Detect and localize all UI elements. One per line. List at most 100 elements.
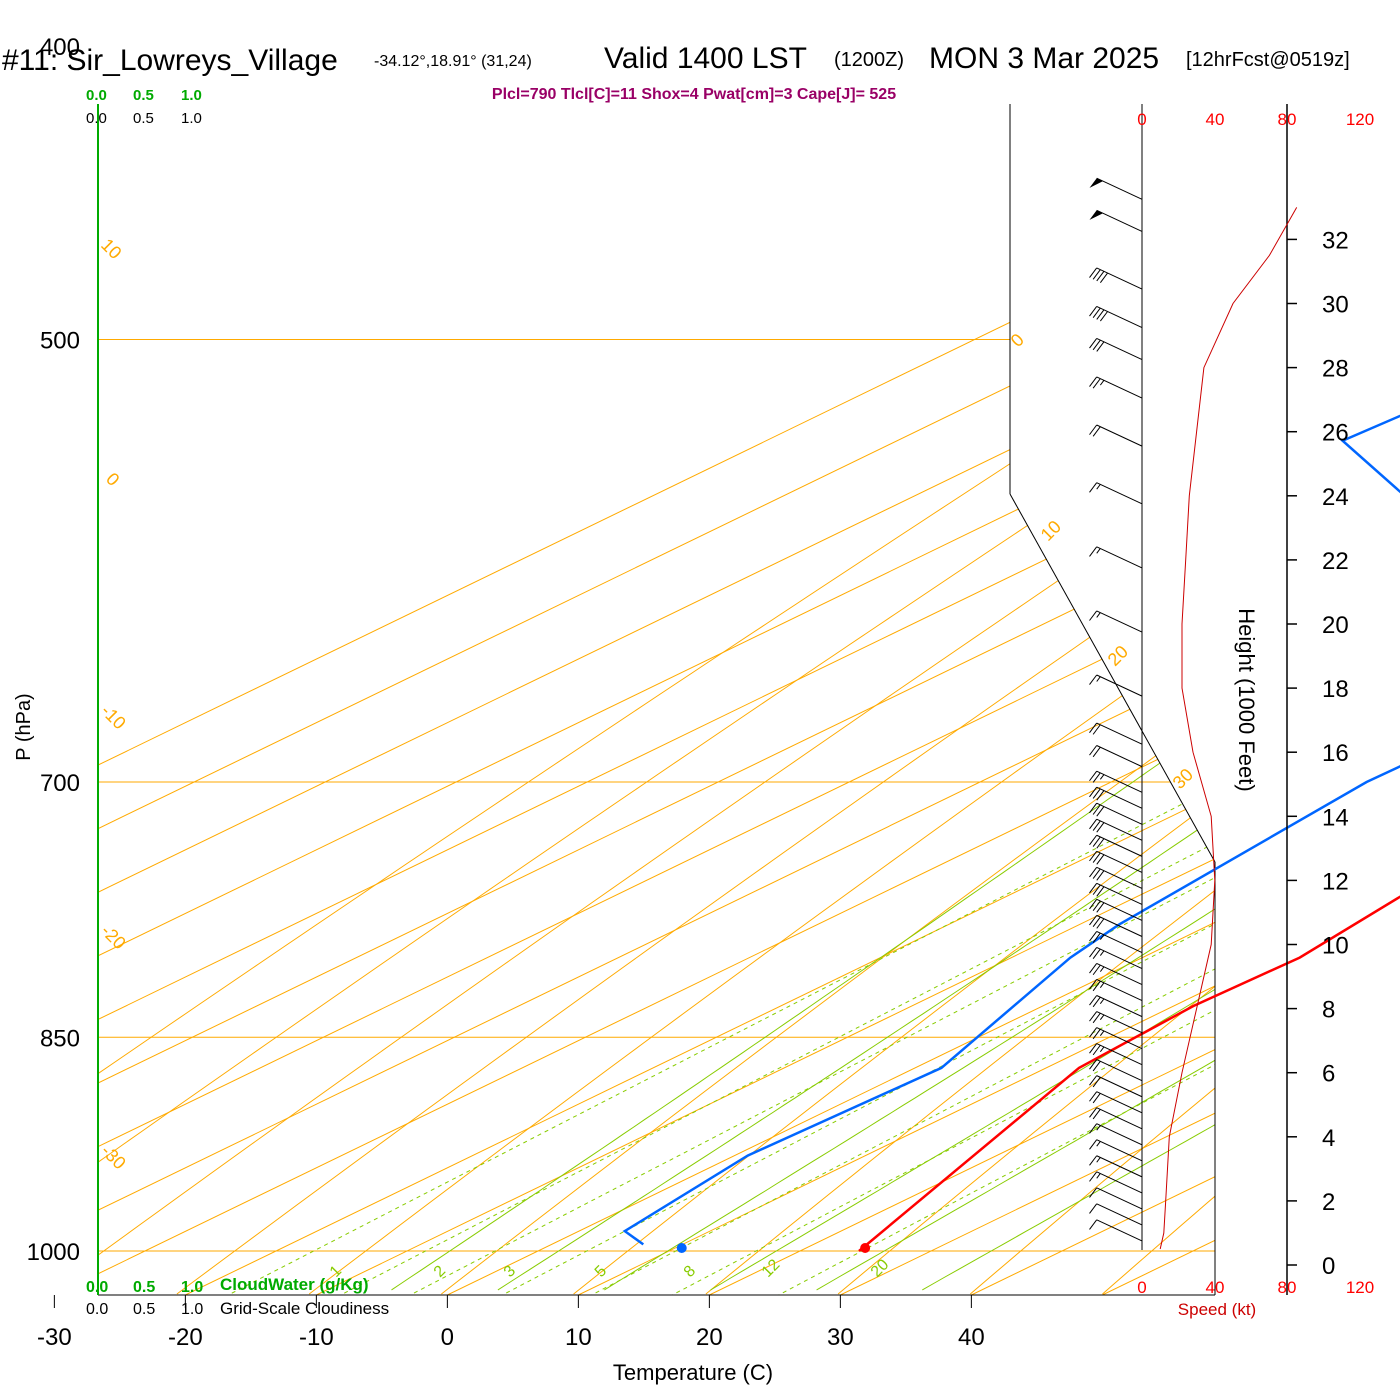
wind-barb: [1089, 546, 1143, 569]
isotherm-line: [578, 104, 1215, 1295]
moist-adiabat-line: [710, 104, 1215, 1291]
speed-tick-top: 80: [1278, 110, 1297, 129]
top-cloudiness-tick-1: 0.5: [133, 110, 154, 127]
moist-adiabat-line: [816, 104, 1215, 1291]
dry-adiabat-line: [837, 104, 1215, 1295]
wind-barb: [1089, 786, 1143, 809]
pressure-axis: 2503004005007008501000: [27, 34, 80, 1266]
top-cloudwater-tick-1: 0.5: [133, 87, 154, 104]
wind-barb: [1089, 1171, 1143, 1194]
temperature-tick-label: 10: [565, 1324, 592, 1351]
dry-adiabat-line: [98, 104, 1215, 1295]
dry-adiabat-line: [969, 104, 1215, 1295]
pressure-tick-label: 700: [40, 770, 80, 797]
isotherm-line: [98, 104, 1215, 1295]
pressure-tick-label: 850: [40, 1025, 80, 1052]
plot-frame: [97, 104, 1216, 1296]
height-tick-label: 32: [1322, 227, 1349, 254]
sounding-profiles: [622, 414, 1400, 1253]
dry-adiabat-line: [441, 104, 1215, 1295]
top-cloudwater-tick-2: 1.0: [181, 87, 202, 104]
top-cloudiness-tick-0: 0.0: [86, 110, 107, 127]
wind-barb: [1089, 1011, 1143, 1034]
wind-barb: [1089, 1075, 1143, 1098]
isotherm-line: [98, 104, 1215, 1295]
wind-barb: [1089, 338, 1143, 361]
wind-barb: [1089, 1219, 1143, 1242]
temperature-curve: [858, 895, 1400, 1252]
moist-adiabat-line: [391, 104, 1215, 1291]
height-axis-label: Height (1000 Feet): [1234, 608, 1259, 791]
bottom-cloudiness-tick-0: 0.0: [86, 1301, 108, 1318]
dry-adiabat-line: [98, 104, 1215, 1295]
height-tick-label: 16: [1322, 740, 1349, 767]
height-tick-label: 8: [1322, 997, 1335, 1024]
height-tick-label: 28: [1322, 356, 1349, 383]
temperature-tick-label: 20: [696, 1324, 723, 1351]
surface-temperature-dot: [860, 1243, 871, 1253]
bottom-cloudiness-tick-2: 1.0: [181, 1301, 203, 1318]
dry-adiabat-label: 30: [1169, 765, 1197, 793]
mixing-ratio-line: [740, 104, 1215, 1295]
wind-barb: [1089, 866, 1143, 889]
speed-axis-label: Speed (kt): [1178, 1300, 1256, 1319]
speed-tick-top: 120: [1346, 110, 1374, 129]
dewpoint-curve: [622, 414, 1400, 1246]
mixing-ratio-line: [188, 104, 1215, 1295]
mixing-ratio-line: [371, 104, 1215, 1295]
wind-barb: [1089, 930, 1143, 953]
forecast-run: [12hrFcst@0519z]: [1186, 49, 1350, 71]
forecast-date: MON 3 Mar 2025: [929, 42, 1159, 75]
wind-barb: [1089, 482, 1143, 505]
isotherm-line: [98, 104, 1215, 1295]
bottom-cloudwater-tick-0: 0.0: [86, 1279, 108, 1296]
height-tick-label: 20: [1322, 612, 1349, 639]
title-bar: #11: Sir_Lowreys_Village -34.12°,18.91° …: [2, 42, 1350, 77]
top-cloud-scales: 0.0 0.5 1.0 0.0 0.5 1.0: [86, 87, 202, 127]
wind-barb: [1089, 209, 1143, 232]
bottom-cloud-scales: 0.0 0.5 1.0 CloudWater (g/Kg) 0.0 0.5 1.…: [86, 1275, 389, 1318]
speed-tick-bottom: 120: [1346, 1278, 1374, 1297]
temperature-tick-label: 0: [441, 1324, 454, 1351]
height-tick-label: 30: [1322, 292, 1349, 319]
wind-barb: [1089, 834, 1143, 857]
temperature-tick-label: -10: [299, 1324, 334, 1351]
height-tick-label: 0: [1322, 1253, 1335, 1280]
dry-adiabat-label: 10: [97, 235, 125, 263]
height-tick-label: 2: [1322, 1189, 1335, 1216]
dry-adiabat-line: [573, 104, 1215, 1295]
mixing-ratio-line: [552, 104, 1215, 1295]
wind-barb: [1089, 1123, 1143, 1146]
x-axis-label: Temperature (C): [613, 1360, 773, 1385]
height-tick-label: 4: [1322, 1125, 1335, 1152]
wind-barb: [1089, 818, 1143, 841]
isotherm-line: [316, 104, 1215, 1295]
isotherm-line: [98, 104, 1215, 1295]
dry-adiabat-line: [308, 104, 1215, 1295]
mixing-ratio-line: [463, 104, 1215, 1295]
wind-barb: [1089, 674, 1143, 697]
speed-tick-bottom: 0: [1137, 1278, 1146, 1297]
isotherm-line: [840, 104, 1215, 1295]
wind-barb: [1089, 1027, 1143, 1050]
dry-adiabat-label: -10: [97, 701, 130, 734]
temperature-tick-label: 30: [827, 1324, 854, 1351]
dry-adiabat-label: 10: [1037, 517, 1065, 545]
bottom-cloudwater-tick-2: 1.0: [181, 1279, 203, 1296]
height-tick-label: 22: [1322, 548, 1349, 575]
frame-right-diagonal: [1009, 493, 1216, 863]
wind-barb: [1089, 177, 1143, 200]
mixing-ratio-label: 20: [868, 1256, 893, 1281]
speed-tick-top: 40: [1206, 110, 1225, 129]
dry-adiabat-line: [98, 104, 1215, 1295]
dry-adiabat-line: [176, 104, 1215, 1295]
bottom-cloudiness-label: Grid-Scale Cloudiness: [220, 1299, 389, 1318]
y-axis-label: P (hPa): [13, 693, 35, 760]
station-name: #11: Sir_Lowreys_Village: [2, 44, 338, 77]
wind-barb: [1089, 1139, 1143, 1162]
mixing-ratio-line: [633, 104, 1215, 1295]
height-tick-label: 18: [1322, 676, 1349, 703]
wind-barb: [1089, 376, 1143, 399]
dry-adiabat-label: -20: [97, 921, 130, 954]
